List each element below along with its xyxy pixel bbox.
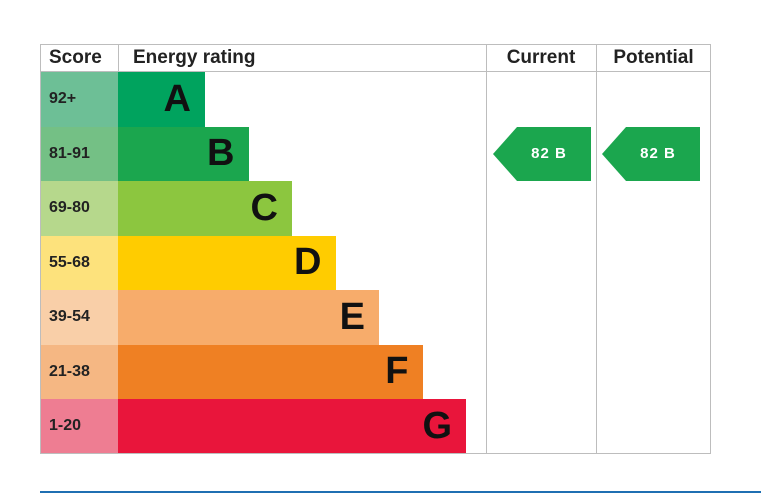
score-range-g: 1-20	[40, 399, 118, 454]
rating-bar-g: G	[118, 399, 466, 454]
current-rating-arrow: 82 B	[493, 126, 591, 181]
rating-bar-e: E	[118, 290, 379, 345]
potential-column-border	[596, 44, 597, 454]
score-header: Score	[49, 47, 102, 68]
table-top-border	[40, 44, 711, 45]
rating-bar-a: A	[118, 72, 205, 127]
score-range-f: 21-38	[40, 344, 118, 399]
score-range-b: 81-91	[40, 126, 118, 181]
arrow-shape	[493, 126, 591, 181]
rating-letter-g: G	[422, 404, 452, 447]
rating-bar-b: B	[118, 126, 249, 181]
header-separator	[118, 44, 119, 72]
rating-letter-b: B	[207, 132, 235, 175]
rating-letter-c: C	[250, 186, 278, 229]
current-rating-label: 82 B	[531, 145, 567, 162]
rating-letter-a: A	[163, 77, 191, 120]
table-right-border	[710, 44, 711, 454]
score-range-d: 55-68	[40, 235, 118, 290]
rating-bar-c: C	[118, 181, 292, 236]
potential-header: Potential	[613, 47, 694, 68]
rating-bar-f: F	[118, 344, 423, 399]
energy-rating-header: Energy rating	[133, 47, 256, 68]
rating-letter-e: E	[339, 295, 365, 338]
rating-letter-d: D	[294, 241, 322, 284]
current-column-border	[486, 44, 487, 454]
rating-bar-d: D	[118, 235, 336, 290]
current-header: Current	[506, 47, 576, 68]
bottom-rule	[40, 491, 761, 493]
potential-rating-arrow: 82 B	[602, 126, 700, 181]
table-left-border	[40, 44, 41, 454]
header-divider	[40, 71, 711, 72]
score-range-c: 69-80	[40, 181, 118, 236]
potential-rating-label: 82 B	[640, 145, 676, 162]
score-range-a: 92+	[40, 72, 118, 127]
arrow-shape	[602, 126, 700, 181]
score-range-e: 39-54	[40, 290, 118, 345]
rating-letter-f: F	[385, 350, 409, 393]
table-bottom-border	[40, 453, 711, 454]
